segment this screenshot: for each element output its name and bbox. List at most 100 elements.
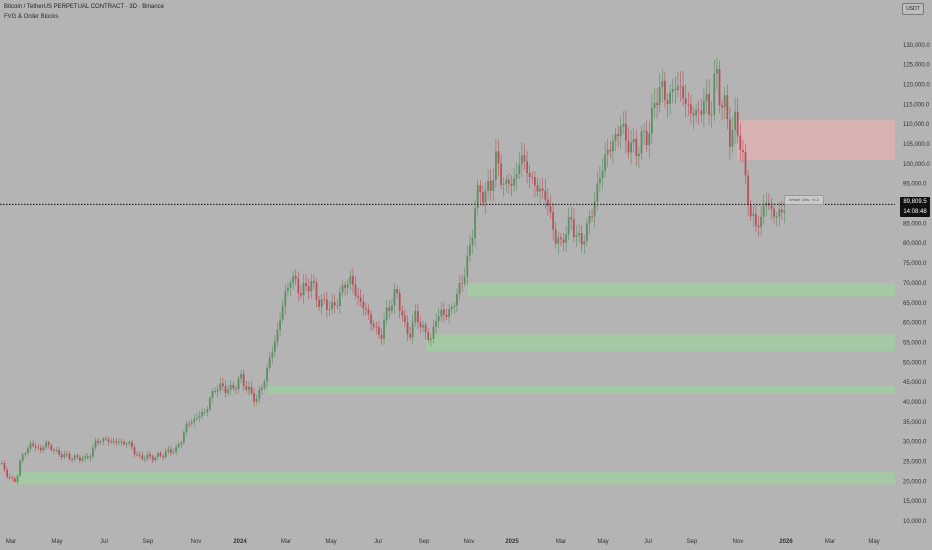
candle-body <box>86 456 89 458</box>
candle-body <box>604 154 606 172</box>
candle-body <box>781 209 783 213</box>
candle-body <box>744 151 747 176</box>
candle-body <box>344 285 346 288</box>
candle-body <box>235 388 237 390</box>
candle-body <box>479 185 482 193</box>
current-price-value: 89,809.5 <box>903 199 927 205</box>
candle-body <box>653 102 656 109</box>
candle-body <box>484 191 487 203</box>
supply-zone <box>737 120 895 137</box>
x-tick-label: Mar <box>825 539 835 545</box>
candle-body <box>625 123 627 141</box>
y-tick-label: 80,000.0 <box>903 241 927 247</box>
candle-body <box>419 322 422 328</box>
candle-body <box>432 326 435 339</box>
candle-body <box>547 199 549 206</box>
candle-body <box>708 94 710 115</box>
candle-body <box>268 357 271 369</box>
candle-body <box>107 439 110 442</box>
symbol-title[interactable]: Bitcoin / TetherUS PERPETUAL CONTRACT · … <box>4 4 164 10</box>
candle-body <box>154 457 157 461</box>
candle-body <box>679 86 682 87</box>
candle-body <box>375 326 378 328</box>
x-tick-label: May <box>597 539 608 545</box>
candle-body <box>118 441 120 443</box>
x-tick-label: Jul <box>374 539 382 545</box>
candle-body <box>209 398 211 410</box>
candle-body <box>232 385 235 389</box>
candle-body <box>557 237 560 244</box>
x-tick-label: Mar <box>6 539 16 545</box>
y-tick-label: 75,000.0 <box>903 261 927 267</box>
currency-button[interactable]: USDT <box>902 3 924 15</box>
candle-body <box>180 442 183 445</box>
candle-body <box>289 282 292 288</box>
candle-body <box>534 177 536 186</box>
candle-body <box>560 237 562 240</box>
x-tick-label: 2024 <box>233 539 247 545</box>
candle-body <box>492 179 495 191</box>
candle-body <box>151 456 154 461</box>
candle-body <box>508 179 510 184</box>
x-tick-label: 2026 <box>779 539 793 545</box>
candle-body <box>586 223 588 242</box>
candle-body <box>276 329 279 342</box>
candle-body <box>216 389 219 392</box>
candle-body <box>263 381 266 388</box>
candle-body <box>502 184 505 185</box>
candle-body <box>271 351 274 358</box>
candle-body <box>505 179 508 185</box>
candle-body <box>73 455 76 460</box>
candle-body <box>695 109 697 116</box>
candle-body <box>723 95 726 108</box>
candle-body <box>372 323 375 327</box>
demand-zone <box>468 282 895 297</box>
indicator-name[interactable]: FVG & Order Blocks <box>4 14 59 20</box>
candle-body <box>60 454 63 458</box>
candle-body <box>593 201 596 217</box>
candle-body <box>89 456 92 458</box>
candle-body <box>1 463 3 464</box>
candle-body <box>352 276 354 285</box>
candle-body <box>159 453 162 457</box>
candle-body <box>313 280 315 283</box>
candle-body <box>320 299 323 307</box>
candle-body <box>196 417 198 419</box>
y-tick-label: 70,000.0 <box>903 281 927 287</box>
candle-body <box>323 299 326 301</box>
candle-body <box>674 89 677 90</box>
candle-body <box>175 447 177 452</box>
y-tick-label: 15,000.0 <box>903 499 927 505</box>
candle-body <box>242 374 245 387</box>
y-tick-label: 25,000.0 <box>903 459 927 465</box>
candle-body <box>310 280 313 292</box>
candle-body <box>710 114 713 116</box>
candle-body <box>97 440 99 443</box>
candle-body <box>513 178 515 186</box>
candle-body <box>331 302 333 309</box>
candle-body <box>736 111 739 136</box>
candle-body <box>261 387 263 390</box>
candle-body <box>164 451 167 458</box>
candle-body <box>32 443 34 446</box>
y-tick-label: 20,000.0 <box>903 479 927 485</box>
candle-body <box>37 447 40 449</box>
candle-body <box>53 450 55 452</box>
candle-body <box>29 443 32 449</box>
x-tick-label: Jul <box>100 539 108 545</box>
candle-body <box>177 444 180 448</box>
candle-body <box>365 308 367 310</box>
candle-body <box>172 451 175 453</box>
candle-body <box>120 441 123 443</box>
demand-zone <box>268 386 895 395</box>
candle-body <box>536 185 539 192</box>
candle-body <box>583 241 586 245</box>
candle-body <box>55 450 58 451</box>
candle-body <box>591 216 593 217</box>
candle-body <box>422 324 424 328</box>
candle-body <box>562 239 565 243</box>
candle-body <box>349 276 352 285</box>
candle-body <box>638 153 640 157</box>
